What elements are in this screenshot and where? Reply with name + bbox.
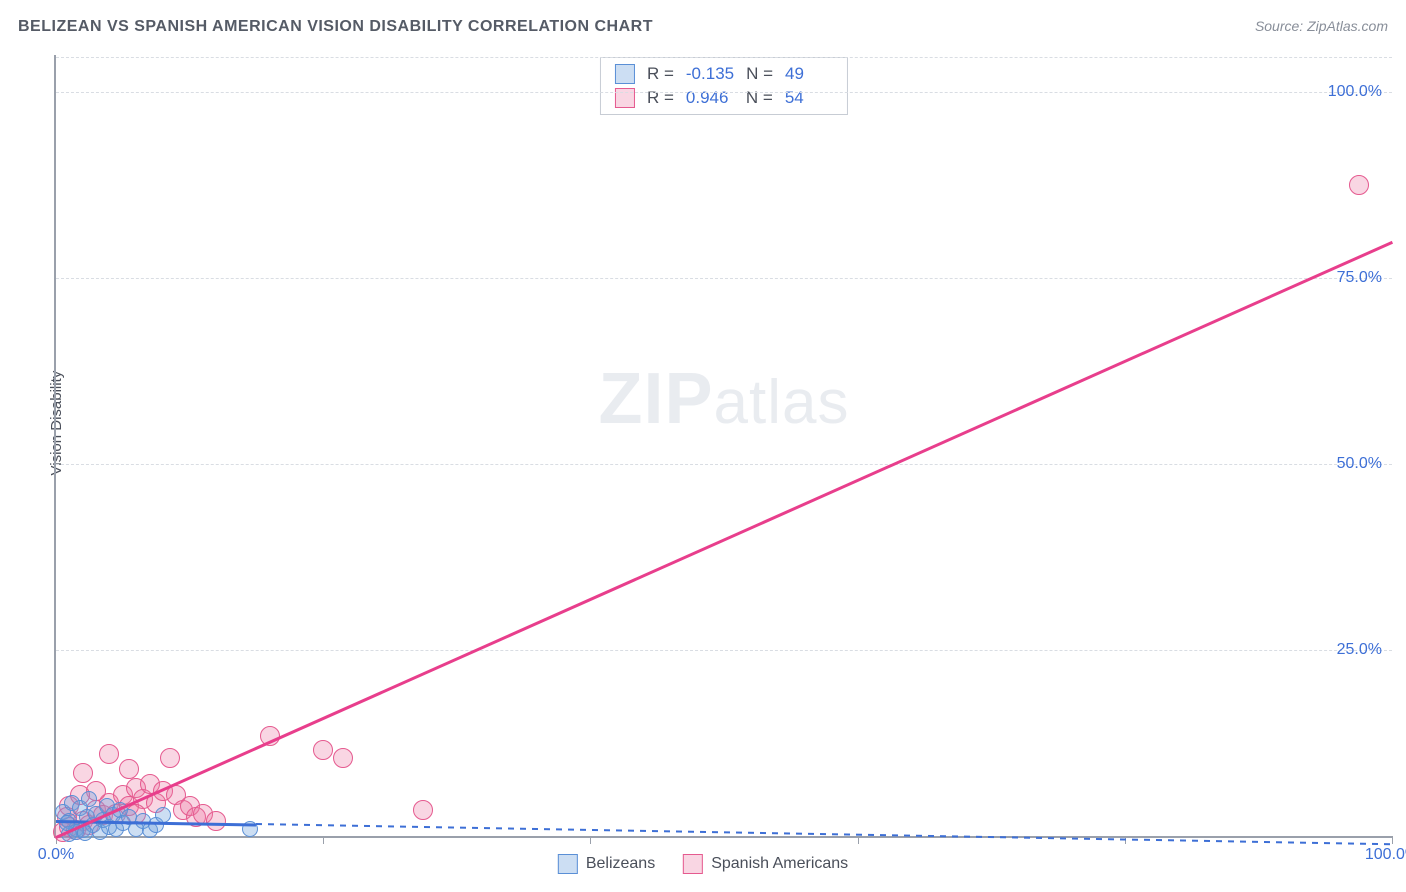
stat-n-label: N = <box>746 88 773 108</box>
chart-wrap: Vision Disability ZIPatlas R =-0.135N =4… <box>14 55 1392 878</box>
stat-r-label: R = <box>647 88 674 108</box>
data-point <box>1349 175 1369 195</box>
stat-n-value: 54 <box>785 88 833 108</box>
stat-n-value: 49 <box>785 64 833 84</box>
legend-swatch <box>615 64 635 84</box>
data-point <box>413 800 433 820</box>
legend-label: Belizeans <box>586 855 655 873</box>
data-point <box>333 748 353 768</box>
stat-r-value: -0.135 <box>686 64 734 84</box>
legend-swatch <box>615 88 635 108</box>
data-point <box>160 748 180 768</box>
data-point <box>99 744 119 764</box>
grid-line <box>56 92 1392 93</box>
data-point <box>206 811 226 831</box>
data-point <box>73 763 93 783</box>
stat-r-value: 0.946 <box>686 88 734 108</box>
stat-n-label: N = <box>746 64 773 84</box>
legend-swatch <box>558 854 578 874</box>
stats-legend-box: R = -0.135 N = 49 R = 0.946 N = 54 <box>600 57 848 115</box>
chart-title: BELIZEAN VS SPANISH AMERICAN VISION DISA… <box>18 18 653 36</box>
y-tick-label: 25.0% <box>1337 641 1382 659</box>
watermark: ZIPatlas <box>599 358 850 440</box>
data-point <box>81 791 97 807</box>
trend-line <box>256 823 1392 845</box>
data-point <box>313 740 333 760</box>
plot-area: ZIPatlas R = -0.135 N = 49 R = 0.946 N = 54 25.… <box>54 55 1392 838</box>
x-tick <box>590 836 591 844</box>
x-tick <box>323 836 324 844</box>
stats-row: R = -0.135 N = 49 <box>615 62 833 86</box>
data-point <box>119 759 139 779</box>
y-tick-label: 75.0% <box>1337 269 1382 287</box>
x-tick-label: 0.0% <box>38 846 74 864</box>
legend-item: Spanish Americans <box>683 854 848 874</box>
chart-header: BELIZEAN VS SPANISH AMERICAN VISION DISA… <box>18 18 1388 36</box>
trend-line <box>55 241 1392 839</box>
y-tick-label: 100.0% <box>1328 83 1382 101</box>
x-tick-label: 100.0% <box>1365 846 1406 864</box>
grid-line <box>56 278 1392 279</box>
x-tick <box>1392 836 1393 844</box>
stat-r-label: R = <box>647 64 674 84</box>
data-point <box>155 807 171 823</box>
legend-item: Belizeans <box>558 854 655 874</box>
grid-line <box>56 464 1392 465</box>
y-tick-label: 50.0% <box>1337 455 1382 473</box>
grid-line <box>56 57 1392 58</box>
chart-source: Source: ZipAtlas.com <box>1255 18 1388 34</box>
legend-label: Spanish Americans <box>711 855 848 873</box>
x-tick <box>858 836 859 844</box>
stats-row: R = 0.946 N = 54 <box>615 86 833 110</box>
bottom-legend: Belizeans Spanish Americans <box>558 854 848 874</box>
legend-swatch <box>683 854 703 874</box>
grid-line <box>56 650 1392 651</box>
